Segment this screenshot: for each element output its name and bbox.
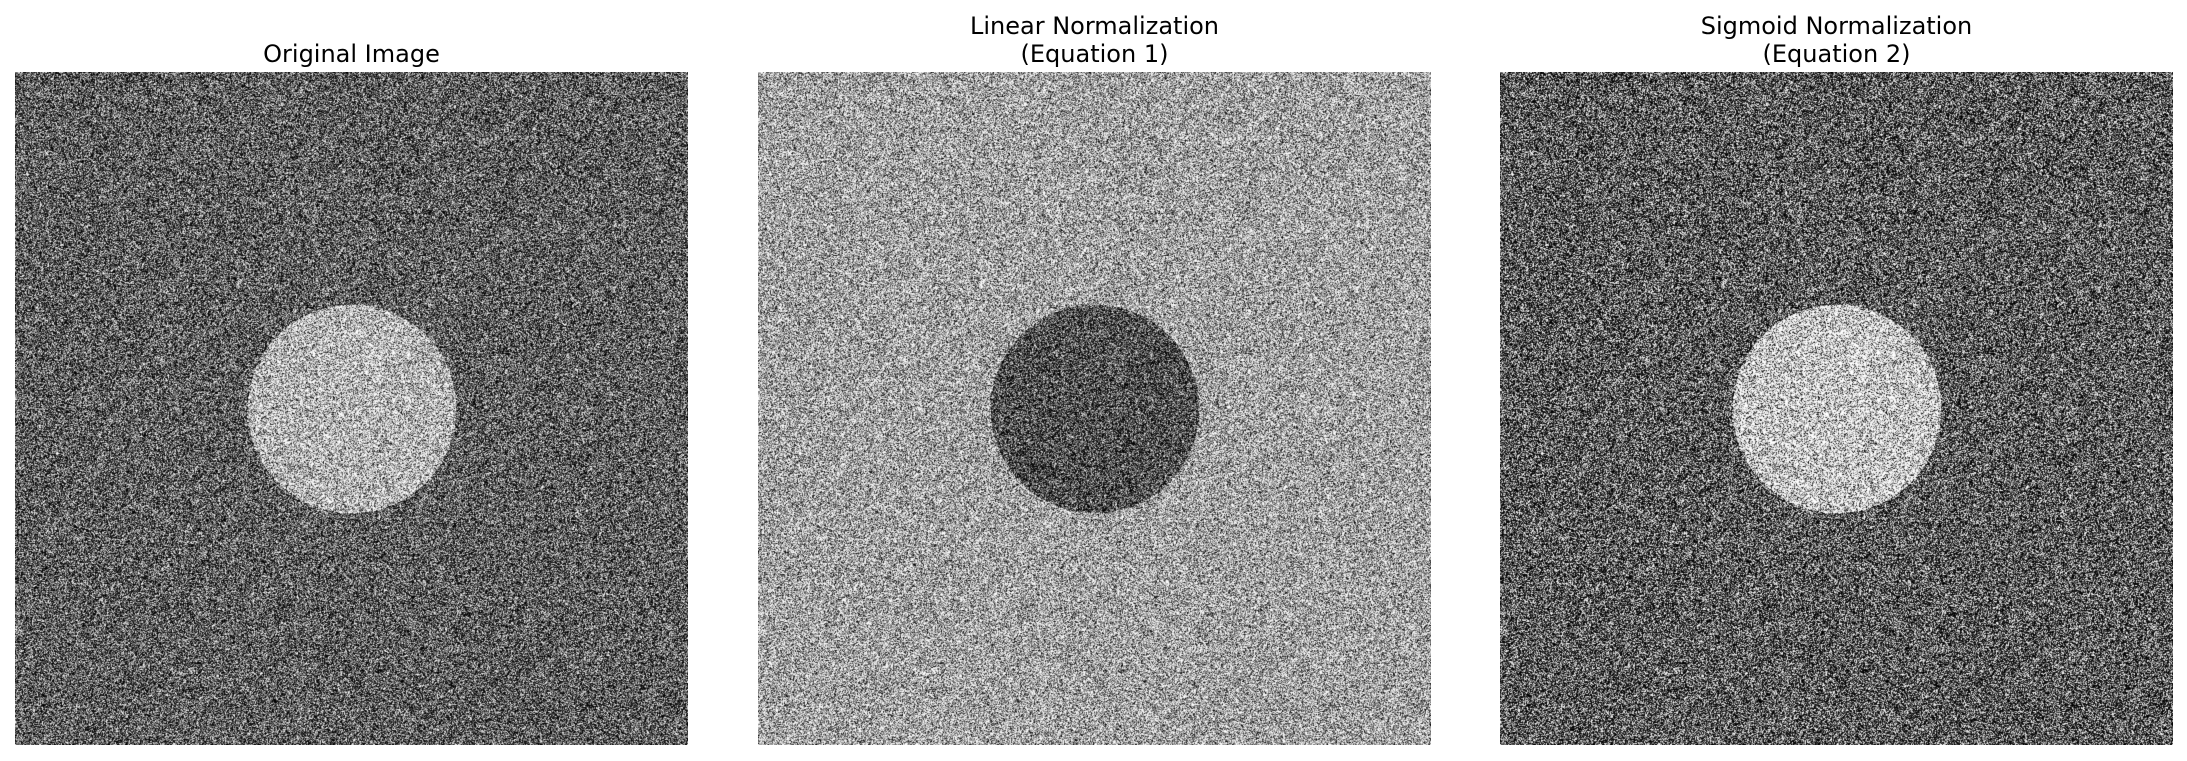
noisy-disk-image <box>15 72 688 745</box>
panel-title-line-1: Original Image <box>263 40 440 68</box>
image-canvas <box>758 72 1431 745</box>
noisy-disk-image <box>758 72 1431 745</box>
image-canvas <box>1500 72 2173 745</box>
panel-title: Linear Normalization (Equation 1) <box>758 12 1431 68</box>
panel-title-line-1: Sigmoid Normalization <box>1700 12 1973 40</box>
image-canvas <box>15 72 688 745</box>
panel-title: Sigmoid Normalization (Equation 2) <box>1500 12 2173 68</box>
panel-original-image: Original Image <box>15 0 688 761</box>
panel-title: Original Image <box>15 40 688 68</box>
panel-title-line-2: (Equation 1) <box>1020 40 1169 68</box>
panel-title-line-1: Linear Normalization <box>970 12 1219 40</box>
panel-linear-normalization: Linear Normalization (Equation 1) <box>758 0 1431 761</box>
panel-title-line-2: (Equation 2) <box>1762 40 1911 68</box>
panel-sigmoid-normalization: Sigmoid Normalization (Equation 2) <box>1500 0 2173 761</box>
noisy-disk-image <box>1500 72 2173 745</box>
